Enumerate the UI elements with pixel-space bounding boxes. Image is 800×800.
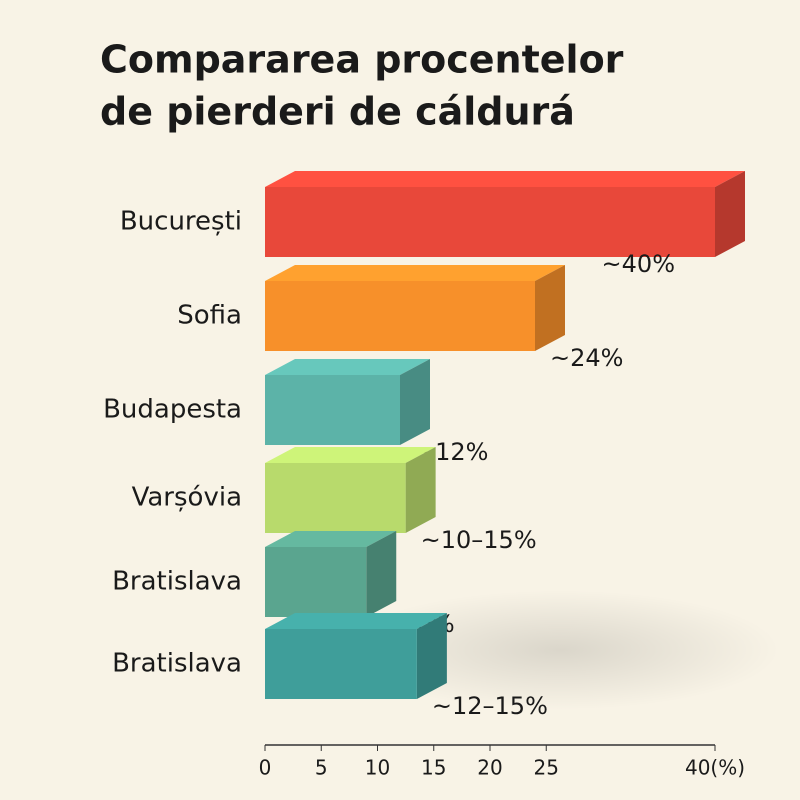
bar: [265, 375, 400, 445]
x-tick-label: 10: [365, 756, 390, 780]
y-tick-label: Sofia: [177, 301, 242, 331]
bar: [265, 281, 535, 351]
y-tick-label: București: [120, 207, 242, 237]
y-tick-label: Bratislava: [112, 567, 242, 597]
x-tick-label: 40(%): [685, 756, 745, 780]
bar: [265, 629, 417, 699]
value-label: ~12–15%: [432, 692, 548, 720]
bar: [265, 547, 367, 617]
bar: [265, 187, 715, 257]
x-tick-label: 0: [259, 756, 272, 780]
bar-top: [265, 613, 447, 629]
bar-top: [265, 447, 436, 463]
bar-side: [405, 447, 436, 533]
y-tick-label: Varșóvia: [132, 483, 242, 513]
bar-side: [416, 613, 447, 699]
y-tick-label: Budapesta: [103, 395, 242, 425]
bar-side: [535, 265, 565, 351]
bar-top: [265, 171, 745, 187]
bar-top: [265, 531, 397, 547]
value-label: ~24%: [550, 344, 623, 372]
value-label: ~40%: [602, 250, 675, 278]
chart-title: de pierderi de cáldurá: [100, 90, 575, 134]
y-tick-label: Bratislava: [112, 649, 242, 679]
shadow: [340, 590, 780, 710]
x-tick-label: 15: [421, 756, 446, 780]
bar-side: [400, 359, 430, 445]
bar-top: [265, 265, 565, 281]
bar-side: [715, 171, 745, 257]
x-tick-label: 5: [315, 756, 328, 780]
bar: [265, 463, 406, 533]
x-tick-label: 25: [534, 756, 559, 780]
bar-side: [366, 531, 397, 617]
chart-title: Compararea procentelor: [100, 38, 624, 82]
value-label: ~10–15%: [421, 526, 537, 554]
x-tick-label: 20: [477, 756, 502, 780]
bar-top: [265, 359, 430, 375]
